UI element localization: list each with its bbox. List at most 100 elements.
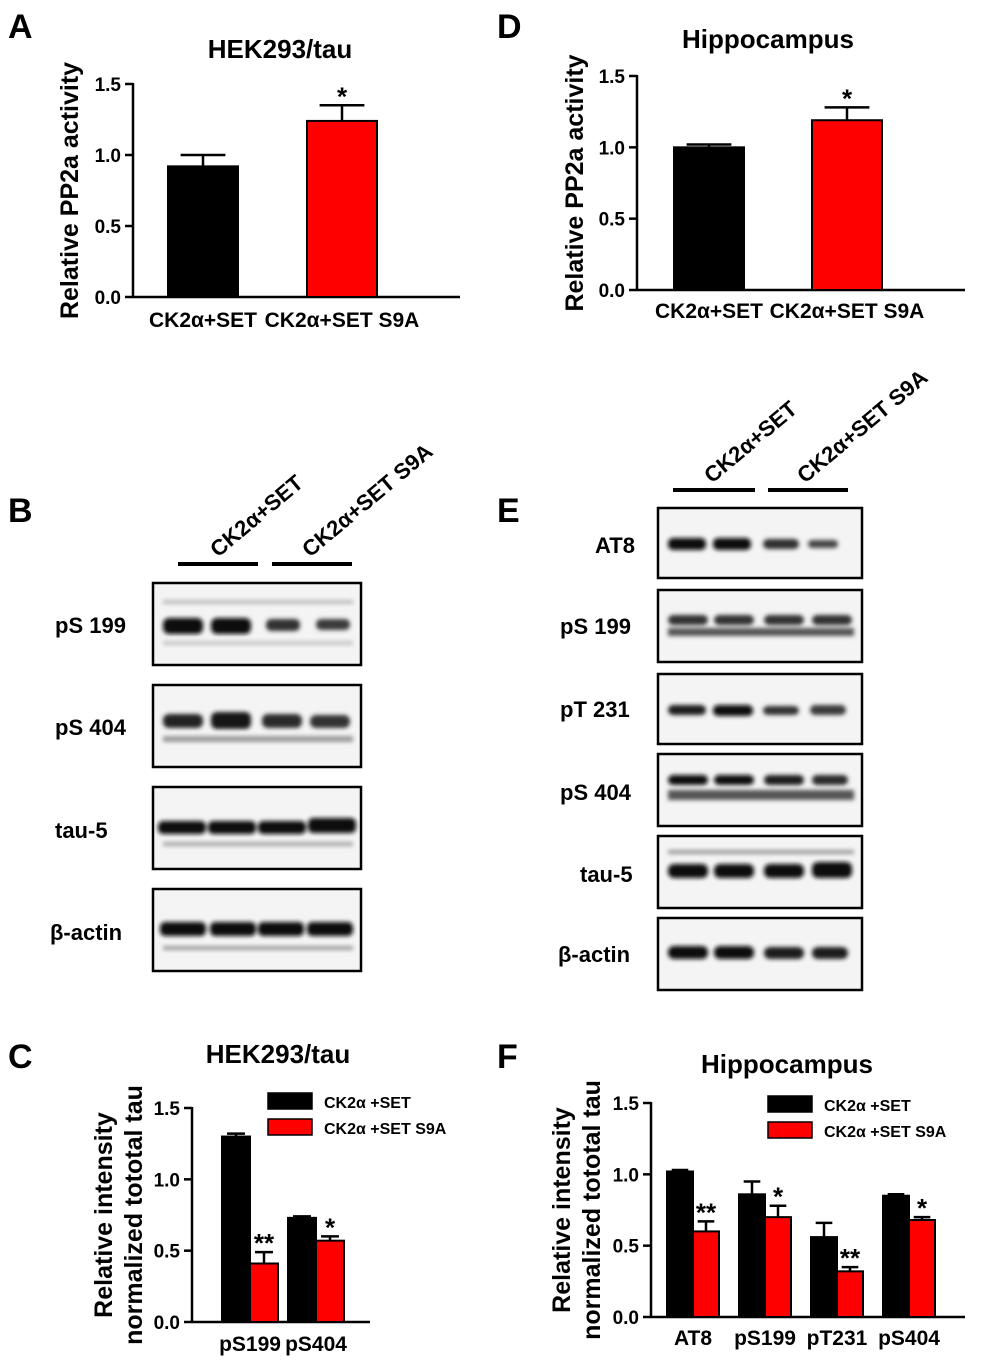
blot-strip <box>656 916 864 992</box>
blot-strip <box>151 887 363 973</box>
x-category-label: CK2α+SET S9A <box>770 300 925 323</box>
legend-swatch <box>767 1095 813 1113</box>
x-category-label: pS404 <box>878 1327 940 1350</box>
blot-strip <box>656 672 864 746</box>
blot-strip <box>151 683 363 769</box>
panel-letter-a: A <box>8 8 33 46</box>
significance-marker: * <box>842 83 853 113</box>
x-category-label: AT8 <box>674 1327 712 1350</box>
y-tick-label: 0.0 <box>613 1308 639 1329</box>
y-tick-label: 1.5 <box>613 1094 640 1115</box>
y-axis-label: Relative intensity <box>548 1107 576 1313</box>
lane-group-label: CK2α+SET <box>205 470 308 562</box>
y-tick-label: 0.5 <box>95 217 122 238</box>
bar <box>836 1270 864 1319</box>
bar <box>692 1230 720 1319</box>
bar <box>306 119 378 298</box>
x-category-label: pS199 <box>734 1327 796 1350</box>
legend-swatch <box>267 1118 313 1136</box>
panel-letter-f: F <box>497 1038 518 1076</box>
significance-marker: * <box>917 1193 928 1223</box>
significance-marker: ** <box>696 1197 717 1227</box>
legend-label: CK2α +SET <box>824 1098 911 1115</box>
panel-letter-b: B <box>8 492 33 530</box>
bar <box>666 1170 694 1318</box>
y-tick-label: 1.0 <box>599 138 625 159</box>
legend-swatch <box>267 1092 313 1110</box>
bar <box>221 1135 251 1323</box>
chart-c-hek293-intensity: HEK293/tau Relative intensity normalized t… <box>90 1039 447 1356</box>
blot-label: pT 231 <box>560 697 630 722</box>
y-tick-label: 0.0 <box>95 288 121 309</box>
bar <box>811 119 883 291</box>
bar <box>673 146 745 291</box>
x-category-label: CK2α+SET <box>149 309 257 332</box>
y-tick-label: 0.5 <box>599 210 626 231</box>
legend-label: CK2α +SET <box>324 1095 411 1112</box>
blot-label: pS 199 <box>560 614 631 639</box>
y-tick-label: 1.5 <box>95 75 122 96</box>
panel-letter-d: D <box>497 8 522 46</box>
blot-label: β-actin <box>558 942 630 967</box>
significance-marker: * <box>773 1182 784 1212</box>
chart-title: Hippocampus <box>701 1049 873 1079</box>
y-tick-label: 1.5 <box>599 67 626 88</box>
panel-letter-c: C <box>8 1038 33 1076</box>
chart-title: HEK293/tau <box>208 34 353 64</box>
chart-f-hippocampus-intensity: Hippocampus Relative intensity normalized … <box>548 1049 965 1350</box>
bar <box>315 1239 345 1324</box>
x-category-label: pS199 <box>219 1333 281 1356</box>
chart-title: HEK293/tau <box>206 1039 351 1069</box>
y-tick-label: 1.0 <box>154 1170 180 1191</box>
x-category-label: pS404 <box>285 1333 347 1356</box>
blot-strip <box>656 834 864 910</box>
significance-marker: * <box>337 81 348 111</box>
blot-strip <box>151 785 363 871</box>
blot-strip <box>656 588 864 664</box>
blot-label: tau-5 <box>55 818 108 843</box>
y-axis-label: normalized tototal tau <box>578 1080 606 1340</box>
x-category-label: CK2α+SET S9A <box>265 309 420 332</box>
blot-strip <box>656 752 864 828</box>
chart-d-hippocampus-pp2a: Hippocampus Relative PP2a activity 0.0 0.5 1… <box>561 24 965 323</box>
y-axis-label: Relative intensity <box>90 1112 118 1318</box>
blot-strip <box>656 506 864 580</box>
bar <box>738 1193 766 1318</box>
blot-panel-e: CK2α+SET CK2α+SET S9A AT8 pS 199 <box>558 364 932 992</box>
x-category-label: CK2α+SET <box>655 300 763 323</box>
significance-marker: ** <box>254 1228 275 1258</box>
panel-letter-e: E <box>497 492 520 530</box>
y-axis-label: Relative PP2a activity <box>56 62 84 319</box>
blot-strip <box>151 581 363 667</box>
blot-label: pS 404 <box>560 780 632 805</box>
chart-title: Hippocampus <box>682 24 854 54</box>
y-tick-label: 0.5 <box>154 1242 181 1263</box>
bar <box>167 165 239 298</box>
blot-panel-b: CK2α+SET CK2α+SET S9A pS 199 <box>50 438 437 973</box>
y-tick-label: 0.0 <box>154 1313 180 1334</box>
legend-swatch <box>767 1121 813 1139</box>
blot-label: tau-5 <box>580 862 633 887</box>
bar <box>908 1218 936 1319</box>
bar <box>287 1216 317 1324</box>
x-category-label: pT231 <box>807 1327 868 1350</box>
bar <box>882 1194 910 1318</box>
blot-label: β-actin <box>50 920 122 945</box>
y-axis-label: Relative PP2a activity <box>561 54 589 311</box>
bar <box>810 1236 838 1319</box>
legend-label: CK2α +SET S9A <box>324 1121 447 1138</box>
lane-group-label: CK2α+SET S9A <box>297 438 437 561</box>
blot-label: pS 404 <box>55 715 127 740</box>
blot-label: AT8 <box>595 533 635 558</box>
legend-label: CK2α +SET S9A <box>824 1124 947 1141</box>
significance-marker: * <box>325 1212 336 1242</box>
bar <box>764 1216 792 1318</box>
y-tick-label: 1.5 <box>154 1099 181 1120</box>
y-tick-label: 1.0 <box>613 1165 639 1186</box>
blot-label: pS 199 <box>55 613 126 638</box>
y-tick-label: 1.0 <box>95 146 121 167</box>
y-tick-label: 0.5 <box>613 1237 640 1258</box>
y-axis-label: normalized tototal tau <box>120 1085 148 1345</box>
lane-group-label: CK2α+SET S9A <box>792 364 932 487</box>
